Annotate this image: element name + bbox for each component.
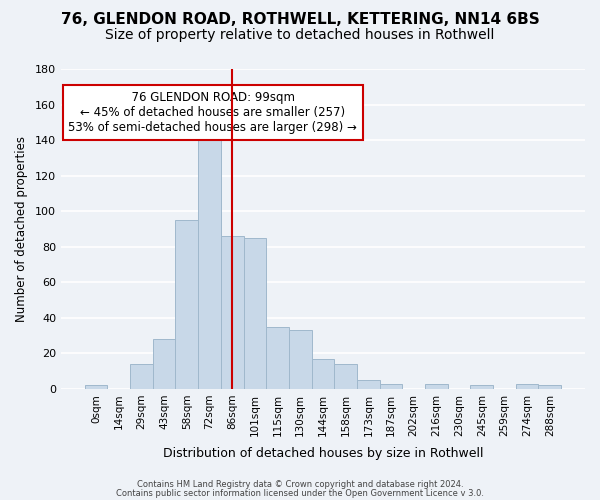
Text: Size of property relative to detached houses in Rothwell: Size of property relative to detached ho… [106, 28, 494, 42]
Text: 76, GLENDON ROAD, ROTHWELL, KETTERING, NN14 6BS: 76, GLENDON ROAD, ROTHWELL, KETTERING, N… [61, 12, 539, 28]
Bar [334, 364, 357, 389]
Bar [130, 364, 153, 389]
Text: Contains HM Land Registry data © Crown copyright and database right 2024.: Contains HM Land Registry data © Crown c… [137, 480, 463, 489]
Bar [244, 238, 266, 389]
X-axis label: Distribution of detached houses by size in Rothwell: Distribution of detached houses by size … [163, 447, 483, 460]
Bar [198, 126, 221, 389]
Text: 76 GLENDON ROAD: 99sqm  
← 45% of detached houses are smaller (257)
53% of semi-: 76 GLENDON ROAD: 99sqm ← 45% of detached… [68, 92, 358, 134]
Bar [425, 384, 448, 389]
Bar [221, 236, 244, 389]
Text: Contains public sector information licensed under the Open Government Licence v : Contains public sector information licen… [116, 488, 484, 498]
Bar [311, 358, 334, 389]
Bar [153, 339, 175, 389]
Bar [538, 386, 561, 389]
Bar [289, 330, 311, 389]
Y-axis label: Number of detached properties: Number of detached properties [15, 136, 28, 322]
Bar [266, 326, 289, 389]
Bar [175, 220, 198, 389]
Bar [357, 380, 380, 389]
Bar [380, 384, 403, 389]
Bar [470, 386, 493, 389]
Bar [516, 384, 538, 389]
Bar [85, 386, 107, 389]
